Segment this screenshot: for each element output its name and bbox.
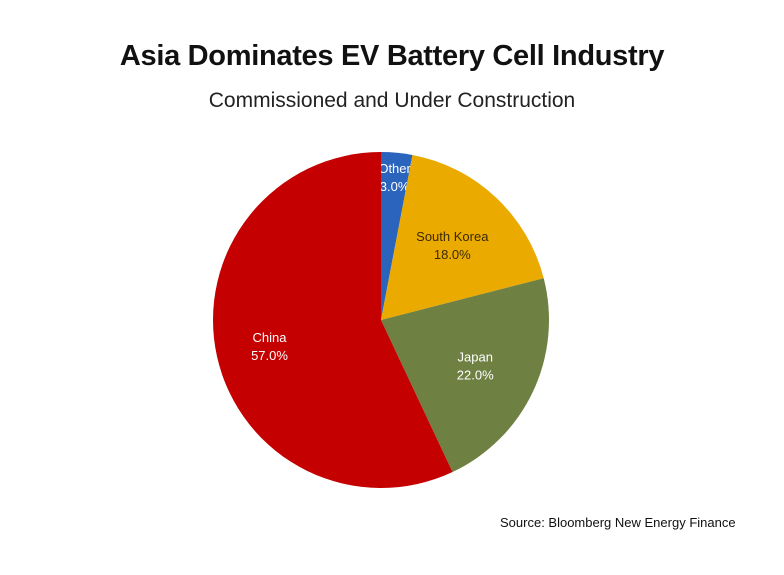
chart-subtitle: Commissioned and Under Construction [208,89,576,112]
slice-label: China 57.0% [251,330,288,363]
slice-label: South Korea 18.0% [416,229,489,262]
pie-slice-south-korea [381,154,544,320]
chart-title: Asia Dominates EV Battery Cell Industry [119,40,665,72]
source-note: Source: Bloomberg New Energy Finance [500,515,736,530]
pie-slice-china [213,152,453,488]
slice-label: Other 3.0% [378,161,411,194]
pie-slice-other [381,152,413,320]
pie-slice-japan [381,278,549,473]
slice-label: Japan 22.0% [457,349,494,382]
